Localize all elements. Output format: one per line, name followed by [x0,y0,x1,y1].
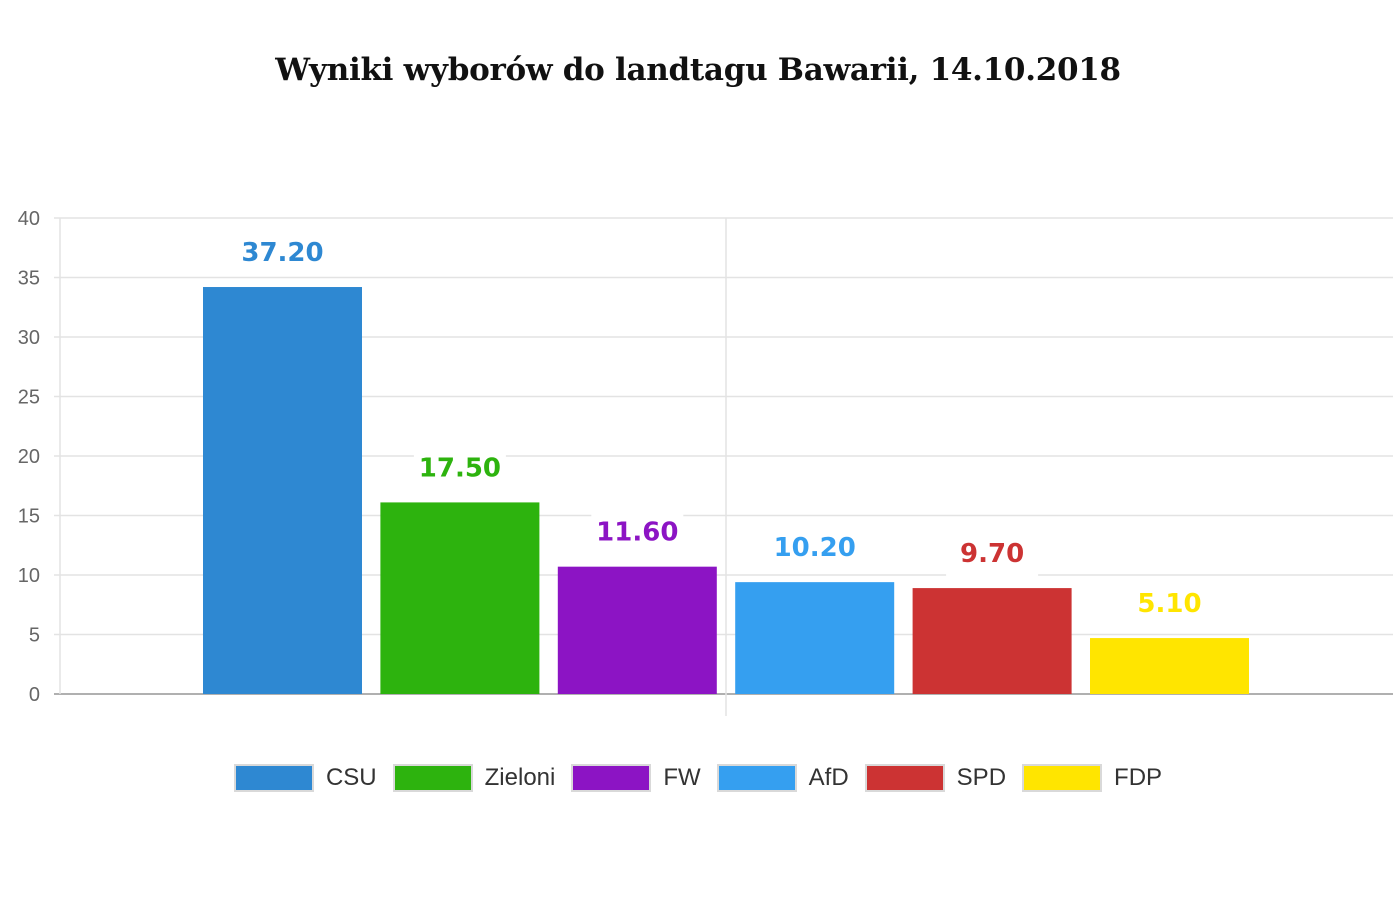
legend-label: Zieloni [484,764,556,791]
legend-swatch [864,764,945,792]
data-label-background [591,504,684,555]
data-label-fdp: 5.10 [1137,589,1201,619]
y-tick-label: 35 [18,268,40,290]
legend-item-fdp[interactable]: FDP [1022,764,1162,792]
data-label-spd: 9.70 [960,539,1024,569]
y-tick-label: 5 [29,625,40,647]
data-labels: 37.20 17.50 11.60 10.20 9.70 5.10 [236,225,1216,627]
legend-label: AfD [808,764,849,791]
y-tick-label: 10 [18,565,40,587]
legend-label: CSU [325,764,377,791]
bar-fdp[interactable] [1090,638,1249,694]
y-tick-label: 40 [18,208,40,230]
legend-item-afd[interactable]: AfD [716,764,849,792]
legend-swatch [571,764,652,792]
y-tick-label: 15 [18,506,40,528]
legend-item-spd[interactable]: SPD [864,764,1007,792]
data-label-afd: 10.20 [774,533,856,563]
legend-item-csu[interactable]: CSU [233,764,377,792]
y-tick-label: 20 [18,446,40,468]
y-tick-label: 0 [29,684,40,706]
legend-swatch [1022,764,1103,792]
bar-spd[interactable] [912,588,1072,694]
legend-label: SPD [956,764,1007,791]
data-label-background [413,440,506,491]
legend-swatch [716,764,797,792]
data-label-background [236,225,329,276]
chart-title: Wyniki wyborów do landtagu Bawarii, 14.1… [275,52,1121,88]
legend: CSU Zieloni FW AfD SPD FDP [0,764,1396,792]
data-label-zieloni: 17.50 [419,453,501,483]
data-label-background [768,520,861,571]
y-tick-label: 30 [18,327,40,349]
y-tick-label: 25 [18,387,40,409]
legend-swatch [233,764,314,792]
legend-swatch [392,764,473,792]
legend-item-zieloni[interactable]: Zieloni [392,764,556,792]
legend-item-fw[interactable]: FW [571,764,701,792]
bar-afd[interactable] [735,582,895,694]
y-axis: 0 5 10 15 20 25 30 35 40 [18,208,40,706]
bars [203,287,1249,694]
bar-zieloni[interactable] [380,502,540,694]
bar-csu[interactable] [203,287,362,694]
data-label-background [946,526,1039,577]
chart-plot: 0 5 10 15 20 25 30 35 40 37.20 17.50 11.60 10.20 9.7… [18,208,1393,716]
data-label-fw: 11.60 [596,518,678,548]
data-label-background [1123,576,1216,627]
data-label-csu: 37.20 [241,238,323,268]
legend-label: FDP [1114,764,1163,791]
legend-label: FW [663,764,701,791]
bar-fw[interactable] [557,566,717,694]
